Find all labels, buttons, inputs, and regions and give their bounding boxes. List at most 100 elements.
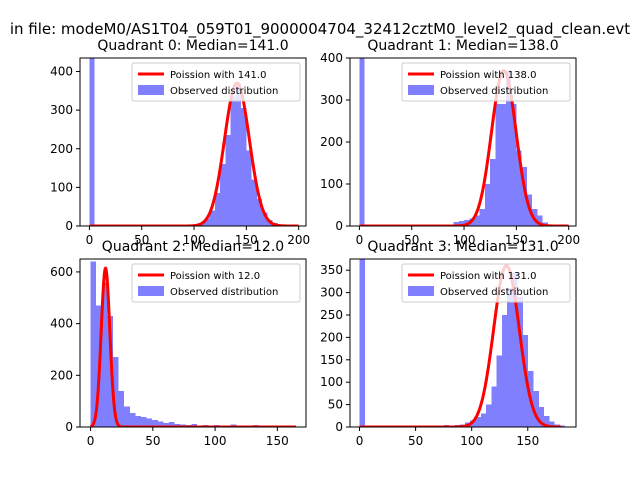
histogram-bar: [505, 70, 512, 226]
legend: Poission with 12.0 Observed distribution: [131, 263, 301, 303]
histogram-bar: [157, 421, 164, 427]
histogram-bar: [538, 406, 545, 427]
chart-panel-2: 0 50 100 150 0 200 400 600 Quadrant 2: Median=12…: [50, 239, 307, 448]
histogram-bar: [501, 315, 508, 427]
histogram-bar: [544, 415, 550, 427]
histogram-bar: [235, 83, 242, 226]
y-tick-label: 200: [320, 135, 343, 149]
legend-bar-label: Observed distribution: [170, 287, 278, 298]
axes-frame: [79, 57, 307, 227]
histogram-bar: [191, 423, 198, 427]
histogram-bar: [537, 215, 543, 226]
legend-box: [401, 263, 571, 303]
legend-bar-label: Observed distribution: [440, 86, 548, 97]
histogram-bar: [559, 425, 566, 427]
x-tick-label: 150: [516, 434, 539, 448]
legend: Poission with 141.0 Observed distribution: [131, 62, 301, 102]
x-tick-label: 150: [505, 233, 528, 247]
histogram-bar: [101, 282, 108, 427]
y-tick-label: 100: [50, 180, 73, 194]
plot-area: [358, 58, 570, 226]
histogram-bar: [241, 108, 247, 226]
histogram-bar: [491, 386, 497, 427]
x-tick-label: 0: [86, 233, 94, 247]
legend-bar-swatch: [138, 286, 164, 296]
histogram-bar: [517, 297, 523, 427]
histogram-bar: [225, 135, 231, 226]
y-tick-label: 200: [50, 368, 73, 382]
legend-bar-swatch: [408, 85, 434, 95]
y-tick-label: 100: [320, 177, 343, 191]
histogram-bar: [359, 58, 365, 226]
histogram-bar: [453, 221, 459, 226]
histogram-bar: [113, 357, 119, 427]
histogram-bar: [256, 198, 263, 226]
chart-panel-0: 0 50 100 150 200 0 100 200 300 400 Quadrant 0: Med…: [50, 38, 310, 247]
histogram-bar: [220, 164, 226, 226]
y-tick-label: 0: [335, 219, 343, 233]
legend-line-label: Poission with 131.0: [440, 271, 536, 282]
histogram-bar: [486, 404, 492, 427]
poisson-line: [358, 69, 570, 226]
legend: Poission with 138.0 Observed distribution: [401, 62, 571, 102]
histogram-bar: [124, 406, 130, 427]
histogram-bar: [152, 419, 158, 427]
y-tick-label: 400: [320, 51, 343, 65]
histogram-bar: [474, 215, 480, 226]
histogram-bar: [496, 355, 502, 427]
chart-panel-1: 0 50 100 150 200 0 100 200 300 400 Quadrant 1: Med…: [320, 38, 580, 247]
legend: Poission with 131.0 Observed distribution: [401, 263, 571, 303]
y-tick-label: 200: [50, 142, 73, 156]
x-tick-label: 0: [356, 434, 364, 448]
legend-line-label: Poission with 12.0: [170, 271, 260, 282]
panel-title: Quadrant 2: Median=12.0: [102, 239, 284, 255]
histogram-bar: [169, 421, 175, 427]
y-tick-label: 300: [50, 103, 73, 117]
legend-box: [401, 62, 571, 102]
x-tick-label: 200: [557, 233, 580, 247]
histogram-bar: [214, 193, 221, 226]
axes-frame: [349, 258, 577, 428]
legend-line-label: Poission with 141.0: [170, 70, 266, 81]
x-tick-label: 200: [287, 233, 310, 247]
legend-bar-swatch: [138, 85, 164, 95]
x-tick-label: 100: [183, 233, 206, 247]
legend-box: [131, 62, 301, 102]
histogram-bar: [209, 210, 215, 226]
histogram-bar: [479, 209, 485, 226]
histogram-bar: [129, 412, 136, 427]
y-tick-label: 0: [65, 219, 73, 233]
histogram-bar: [146, 418, 153, 427]
legend-bar-label: Observed distribution: [440, 287, 548, 298]
histogram-bar: [251, 179, 257, 226]
histogram-bar: [511, 104, 517, 226]
histogram-bar: [135, 416, 142, 427]
x-tick-label: 100: [453, 233, 476, 247]
histogram-bar: [484, 184, 491, 226]
y-tick-label: 600: [50, 265, 73, 279]
x-tick-label: 50: [134, 233, 149, 247]
legend-bar-label: Observed distribution: [170, 86, 278, 97]
chart-panel-3: 0 50 100 150 0 50 100 150 200 250 300 350 Quadrant 3…: [320, 239, 577, 448]
x-tick-label: 50: [408, 434, 423, 448]
legend-bar-swatch: [408, 286, 434, 296]
axes-frame: [79, 258, 307, 428]
histogram-bar: [141, 417, 147, 427]
x-tick-label: 50: [404, 233, 419, 247]
x-tick-label: 150: [235, 233, 258, 247]
x-tick-label: 0: [87, 434, 95, 448]
y-tick-label: 100: [320, 375, 343, 389]
y-tick-label: 0: [65, 420, 73, 434]
histogram-bar: [533, 391, 539, 427]
histogram-bar: [512, 272, 518, 427]
histogram-bar: [204, 218, 210, 226]
y-tick-label: 150: [320, 353, 343, 367]
y-tick-label: 400: [50, 65, 73, 79]
x-tick-label: 100: [460, 434, 483, 448]
histogram-bar: [458, 220, 465, 226]
histogram-bar: [507, 288, 513, 427]
panels-group: 0 50 100 150 200 0 100 200 300 400 Quadrant 0: Med…: [50, 38, 580, 448]
histogram-bar: [359, 259, 365, 427]
histogram-bar: [521, 167, 527, 226]
